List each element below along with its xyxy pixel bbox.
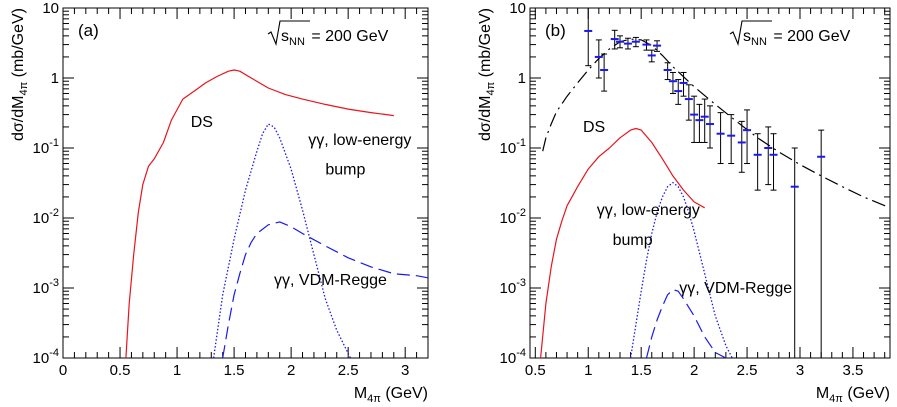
series-3-line (222, 221, 428, 358)
chart-panel-1: 10 1 10-1 10-2 10-3 10-40 0.5 1 1.5 2 2.5 3 M4π (GeV… (10, 0, 429, 405)
annotation-label: bump (613, 232, 653, 249)
x-tick-label: 0 (59, 362, 67, 379)
y-tick-label: 10-4 (33, 347, 59, 367)
x-axis-title: M4π (GeV) (816, 385, 890, 405)
x-tick-label: 1.5 (224, 362, 245, 379)
annotation-label: γγ, VDM-Regge (274, 272, 387, 289)
y-tick-label: 10-1 (500, 137, 526, 157)
annotation-label: γγ, low-energy (597, 202, 700, 219)
x-tick-label: 0.5 (110, 362, 131, 379)
series-3-line (629, 181, 733, 358)
series-4-line (645, 289, 727, 358)
series-1-line (125, 69, 394, 358)
x-tick-label: 2.5 (338, 362, 359, 379)
y-tick-label: 10 (509, 0, 526, 17)
series-2-line (540, 127, 705, 358)
y-axis-title: dσ/dM4π (mb/GeV) (10, 8, 30, 141)
x-tick-label: 2 (287, 362, 295, 379)
x-tick-label: 2 (690, 362, 698, 379)
y-tick-label: 10-4 (500, 347, 526, 367)
y-tick-label: 10-3 (500, 277, 526, 297)
annotation-label: γγ, low-energy (308, 132, 411, 149)
series-2-line (212, 123, 351, 358)
sqrt-sign (729, 20, 772, 46)
x-tick-label: 2.5 (737, 362, 758, 379)
y-tick-label: 10-1 (33, 137, 59, 157)
x-tick-label: 1 (173, 362, 181, 379)
plot-frame (529, 7, 891, 359)
annotation-label: bump (325, 161, 365, 178)
plot-frame (62, 7, 429, 359)
y-tick-label: 10-2 (500, 207, 526, 227)
sqrt-sign (267, 20, 310, 46)
curves (125, 69, 428, 358)
y-tick-label: 10-2 (33, 207, 59, 227)
panel-label: (a) (78, 21, 99, 40)
x-tick-label: 3 (796, 362, 804, 379)
curves (540, 38, 890, 358)
y-tick-label: 10 (42, 0, 59, 17)
y-tick-label: 1 (51, 70, 59, 87)
x-tick-label: 3.5 (843, 362, 864, 379)
chart-panel-2: 10 1 10-1 10-2 10-3 10-40.5 1 1.5 2 2.5 3 3.5 M4π (G… (477, 0, 891, 405)
annotation-label: γγ, VDM-Regge (679, 280, 792, 297)
panel-label: (b) (545, 21, 566, 40)
energy-label: sNN = 200 GeV (267, 20, 389, 48)
energy-text: sNN = 200 GeV (281, 28, 389, 48)
y-tick-label: 10-3 (33, 277, 59, 297)
x-tick-label: 1.5 (631, 362, 652, 379)
y-axis-title: dσ/dM4π (mb/GeV) (477, 8, 497, 141)
x-tick-label: 0.5 (525, 362, 546, 379)
x-tick-label: 1 (584, 362, 592, 379)
energy-text: sNN = 200 GeV (743, 28, 851, 48)
energy-label: sNN = 200 GeV (729, 20, 851, 48)
x-tick-label: 3 (401, 362, 409, 379)
x-axis-title: M4π (GeV) (354, 385, 428, 405)
data-points (584, 8, 826, 358)
series-1-line (542, 38, 890, 209)
annotation-label: DS (583, 119, 605, 136)
y-tick-label: 1 (518, 70, 526, 87)
annotation-label: DS (191, 114, 213, 131)
